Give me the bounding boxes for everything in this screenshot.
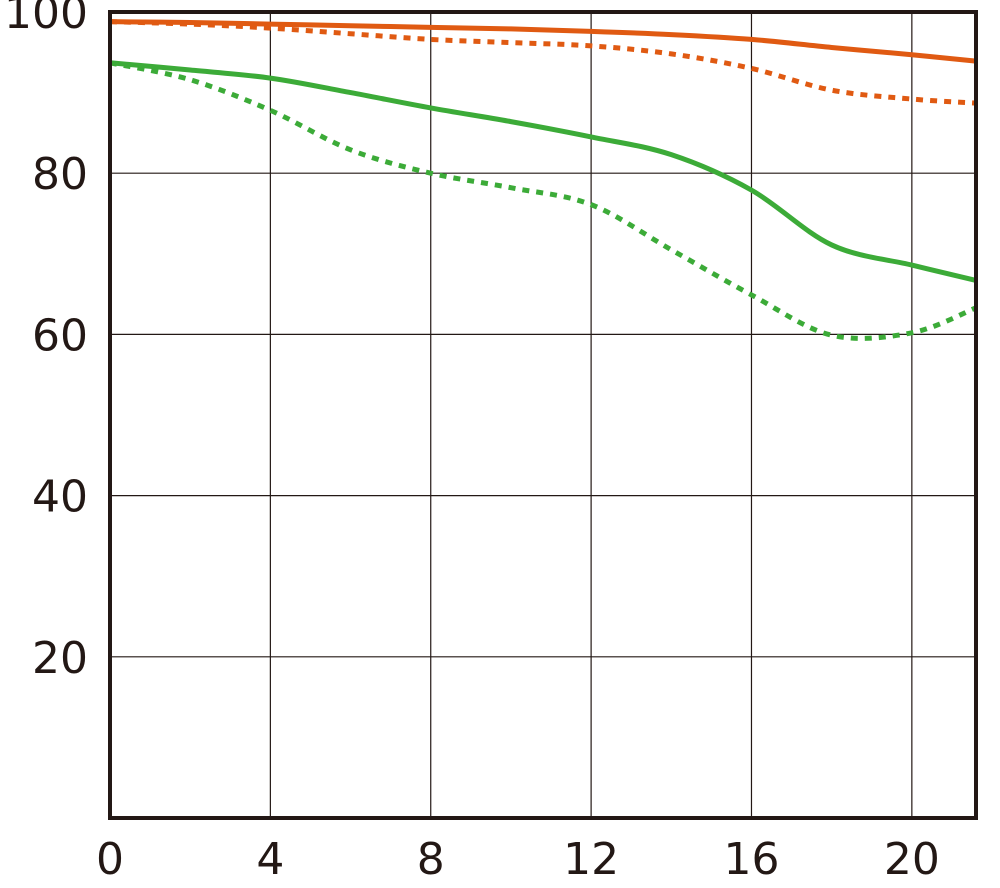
x-tick-label: 0: [96, 834, 124, 885]
x-tick-label: 20: [884, 834, 940, 885]
plot-frame: [108, 10, 978, 820]
series-line: [109, 60, 977, 283]
y-tick-label: 20: [32, 633, 88, 684]
y-tick-label: 40: [32, 472, 88, 523]
y-tick-label: 100: [4, 0, 88, 39]
y-tick-label: 80: [32, 149, 88, 200]
y-tick-label: 60: [32, 310, 88, 361]
x-tick-label: 12: [563, 834, 619, 885]
series-line: [109, 19, 977, 106]
x-tick-label: 16: [723, 834, 779, 885]
series-line: [109, 60, 977, 341]
series-line: [109, 19, 977, 64]
x-tick-label: 4: [256, 834, 284, 885]
x-tick-label: 8: [417, 834, 445, 885]
